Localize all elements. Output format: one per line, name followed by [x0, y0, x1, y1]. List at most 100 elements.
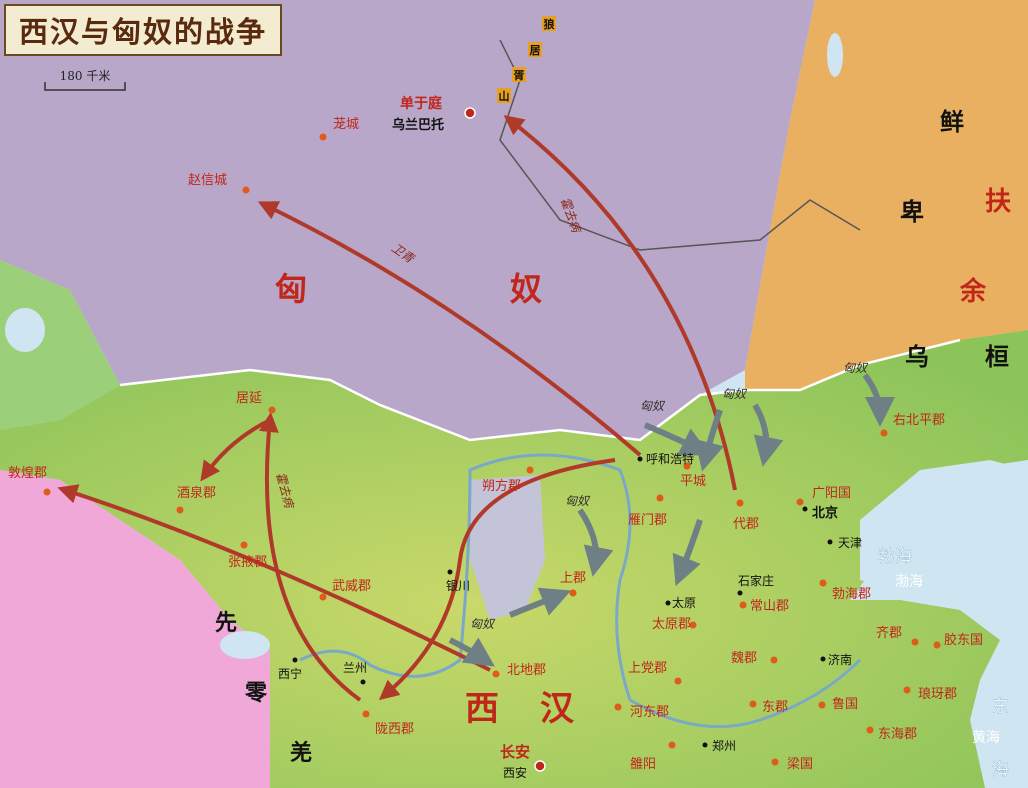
mountain-char-4: 山: [499, 89, 510, 103]
western-green: [0, 260, 120, 430]
dot-langye: [903, 686, 911, 694]
mountain-tag-3: [512, 67, 526, 82]
city-zhengzhou: 郑州: [712, 738, 736, 753]
dot-donghai: [866, 726, 874, 734]
region-xianbei-2: 卑: [900, 197, 924, 226]
dot-yinchuan: [447, 569, 453, 575]
raid-arrow-4: [862, 373, 895, 427]
mountain-char-1: 狼: [544, 17, 555, 31]
west-lake: [5, 308, 45, 352]
dot-bohaijun: [819, 579, 827, 587]
place-weijun: 魏郡: [731, 651, 757, 666]
dot-dongjun: [749, 700, 757, 708]
raid-label-5: 匈奴: [470, 617, 496, 631]
city-tianjin: 天津: [838, 536, 862, 550]
map-title-box: 西汉与匈奴的战争: [4, 4, 282, 56]
place-longxi: 陇西郡: [375, 722, 414, 737]
place-juyan: 居延: [236, 391, 262, 406]
region-xihan-1: 西: [465, 689, 499, 729]
dot-lu: [818, 701, 826, 709]
raid-label-1: 匈奴: [640, 399, 666, 413]
raid-label-3: 匈奴: [843, 361, 869, 375]
region-xianling-2: 零: [244, 680, 268, 706]
place-lu: 鲁国: [832, 697, 858, 712]
city-taiyuan: 太原: [672, 595, 696, 610]
city-yinchuan: 银川: [446, 579, 470, 593]
place-langye: 琅玡郡: [918, 687, 957, 702]
place-donghai: 东海郡: [878, 727, 917, 742]
qinghai-lake: [220, 631, 270, 659]
city-huhehaote: 呼和浩特: [646, 451, 694, 466]
place-daijun: 代郡: [733, 517, 759, 532]
dot-yanmen: [656, 494, 664, 502]
place-bohaijun: 勃海郡: [832, 587, 871, 602]
raid-label-2: 匈奴: [722, 387, 748, 401]
dot-zhengzhou: [702, 742, 708, 748]
northern-border: [499, 39, 861, 251]
place-jiaodong: 胶东国: [944, 632, 983, 648]
region-xianling-3: 羌: [290, 740, 312, 766]
region-xiongnu-2: 奴: [510, 270, 542, 308]
dot-xining: [292, 657, 298, 663]
scale-label: 180 千米: [60, 69, 111, 83]
city-jinan: 济南: [828, 652, 852, 667]
dot-jiuquan: [176, 506, 184, 514]
sea-huanghai: 黄海: [972, 729, 1000, 746]
city-beijing: 北京: [812, 505, 838, 521]
place-beidi: 北地郡: [507, 663, 546, 678]
bohai-sea: [860, 460, 1028, 600]
place-luoyang: 雒阳: [630, 756, 656, 772]
dot-qijun: [911, 638, 919, 646]
han-border: [119, 338, 961, 442]
place-zhaoxincheng: 赵信城: [188, 173, 227, 188]
raid-arrow-5: [577, 508, 614, 577]
place-changshan: 常山郡: [750, 599, 789, 614]
east-sea: [970, 620, 1028, 788]
dot-longcheng: [319, 133, 327, 141]
capital-name-danyuting: 单于庭: [400, 95, 443, 112]
dot-pingcheng: [683, 462, 691, 470]
sea-east-2: 海: [992, 760, 1009, 780]
place-guangyang: 广阳国: [812, 486, 851, 501]
place-hedong: 河东郡: [630, 705, 669, 720]
city-shijiazhuang: 石家庄: [738, 573, 774, 588]
dot-beijing: [802, 506, 808, 512]
mountain-tag-1: [542, 16, 556, 31]
place-pingcheng: 平城: [680, 474, 706, 489]
place-dongjun: 东郡: [762, 700, 788, 715]
raid-arrow-3: [752, 403, 784, 467]
north-lake: [827, 33, 843, 77]
place-zhangye: 张掖郡: [228, 555, 267, 570]
region-wuhuan-1: 乌: [905, 342, 929, 371]
dot-weijun: [770, 656, 778, 664]
dot-huhehaote: [637, 456, 643, 462]
dot-guangyang: [796, 498, 804, 506]
sea-bohai-1: 勃海: [878, 547, 912, 567]
dot-beidi: [492, 670, 500, 678]
dot-changshan: [739, 601, 747, 609]
raid-arrow-8: [448, 637, 495, 667]
dot-shangjun: [569, 589, 577, 597]
route-huoqubing-north: [503, 115, 737, 491]
dot-jinan: [820, 656, 826, 662]
capital-name-changan: 长安: [500, 743, 530, 761]
mountain-char-3: 胥: [514, 69, 525, 82]
capital-marker-danyuting: [464, 107, 476, 119]
place-shangjun: 上郡: [560, 571, 586, 586]
dot-longxi: [362, 710, 370, 718]
dot-tianjin: [827, 539, 833, 545]
map-title: 西汉与匈奴的战争: [18, 15, 267, 49]
yellow-river: [299, 453, 862, 729]
mountain-tag-4: [497, 88, 511, 103]
raid-arrow-2: [694, 409, 724, 472]
xiongnu-region: [0, 0, 815, 440]
scale-bar: [44, 82, 126, 91]
place-yanmen: 雁门郡: [628, 513, 667, 528]
sea-bohai-2: 渤海: [895, 574, 923, 590]
route-dunhuang: [57, 484, 491, 672]
dot-hedong: [614, 703, 622, 711]
sea-east-1: 东: [992, 697, 1009, 717]
region-fuyu-1: 扶: [985, 187, 1011, 217]
region-fuyu-2: 余: [959, 276, 987, 307]
capital-modern-wulanbatuo: 乌兰巴托: [392, 117, 444, 133]
